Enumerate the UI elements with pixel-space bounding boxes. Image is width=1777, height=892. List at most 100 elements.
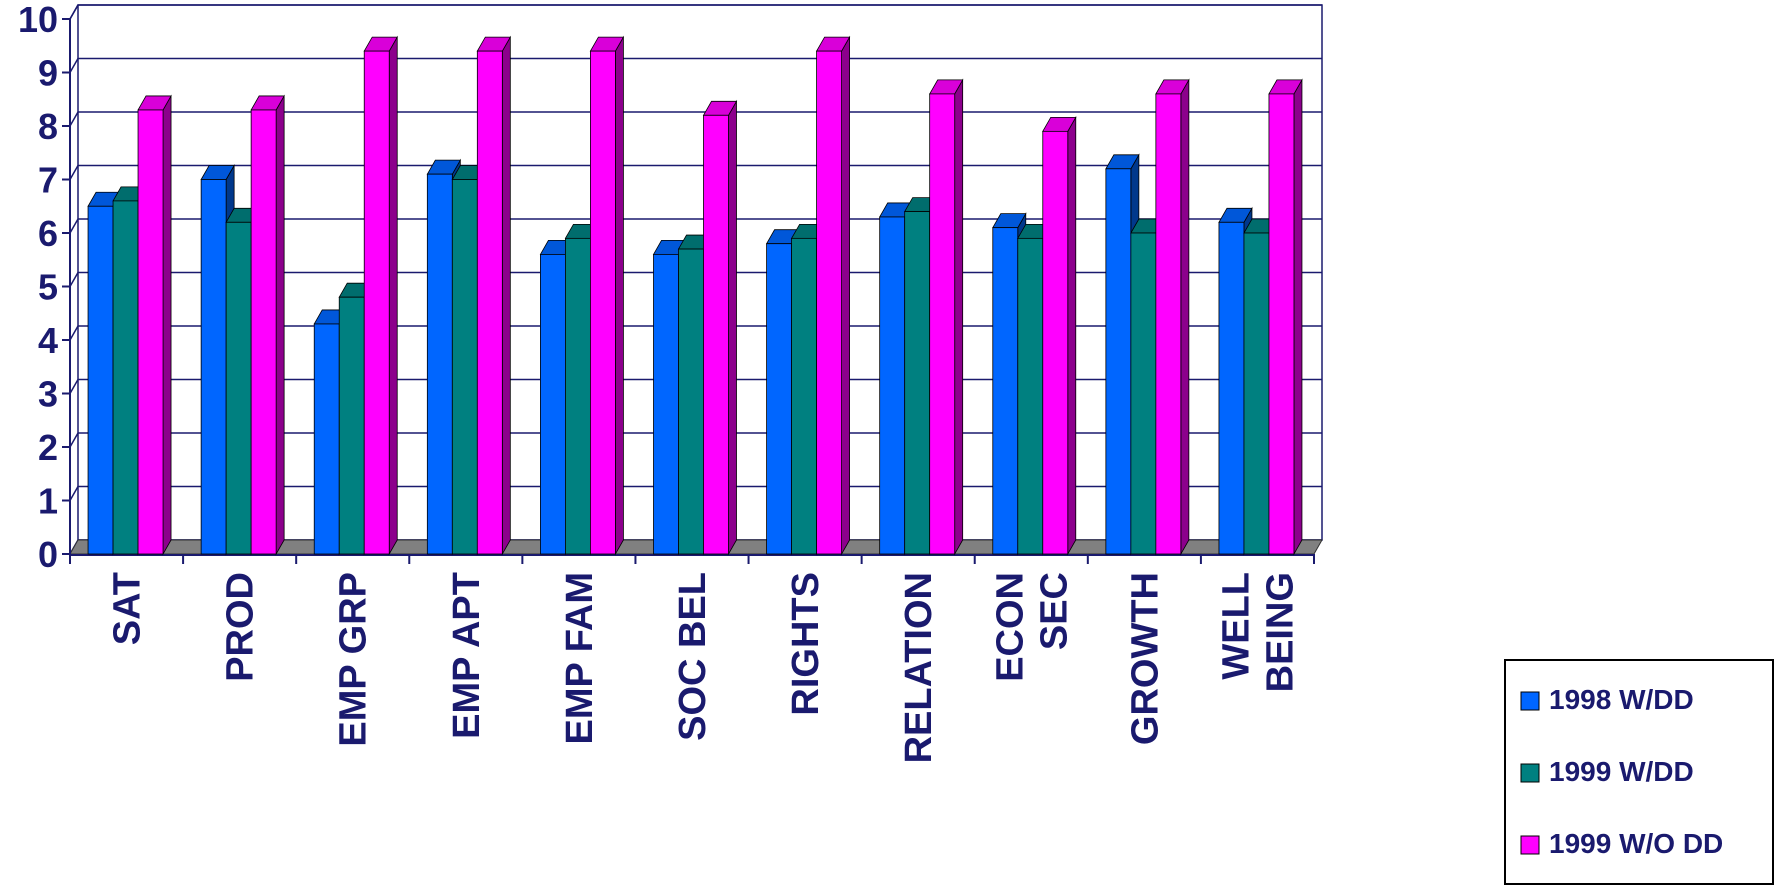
bar-side	[728, 99, 737, 556]
x-tick-label-line: ECON	[989, 572, 1031, 682]
bar-front	[703, 114, 729, 555]
bar-side	[615, 35, 624, 556]
x-tick-label: PROD	[220, 572, 262, 682]
bar	[476, 35, 512, 556]
bar-front	[363, 50, 390, 555]
bar-side	[954, 78, 964, 556]
x-tick-label-line: EMP FAM	[559, 572, 601, 744]
bar-front	[565, 237, 591, 555]
gridline-side	[69, 58, 79, 73]
bar-front	[879, 216, 906, 555]
y-tick-label: 10	[18, 0, 58, 40]
gridline-side	[69, 486, 79, 501]
x-tick-label: EMP GRP	[333, 572, 375, 747]
bar-front	[590, 50, 616, 555]
legend-swatch	[1520, 691, 1540, 711]
bars	[87, 35, 1303, 556]
bar	[1155, 78, 1190, 556]
bar-front	[1243, 232, 1270, 555]
x-tick-label-line: RELATION	[898, 572, 940, 763]
bar-front	[451, 179, 478, 555]
y-tick-label: 1	[38, 481, 58, 522]
bar-side	[1180, 78, 1190, 556]
bar-front	[816, 50, 842, 555]
x-tick-label-line: SAT	[107, 572, 149, 645]
bar-front	[87, 205, 114, 555]
bar-front	[929, 93, 956, 555]
bar-front	[200, 179, 227, 555]
bar-front	[766, 243, 792, 555]
x-tick-label-line: PROD	[220, 572, 262, 682]
bar-side	[275, 94, 285, 556]
y-tick-label: 0	[38, 534, 58, 575]
legend-label: 1999 W/O DD	[1549, 828, 1723, 859]
y-tick-label: 6	[38, 213, 58, 254]
bar	[363, 35, 398, 556]
x-tick-label-line: RIGHTS	[785, 572, 827, 716]
legend-label: 1998 W/DD	[1549, 684, 1694, 715]
bar-side	[162, 94, 172, 556]
bar-front	[313, 323, 340, 555]
x-tick-label: GROWTH	[1124, 572, 1166, 745]
x-tick-label: SOC BEL	[672, 572, 714, 741]
y-tick-label: 2	[38, 427, 58, 468]
bar-front	[426, 173, 453, 555]
x-tick-label: RELATION	[898, 572, 940, 763]
x-tick-label-line: EMP GRP	[333, 572, 375, 747]
y-axis: 0 1 2 3 4 5 6 7 8 9 10	[18, 0, 70, 575]
bar-front	[653, 253, 679, 555]
bar-front	[225, 221, 252, 555]
gridline-side	[69, 111, 79, 127]
gridline-side	[69, 379, 79, 394]
y-tick-label: 3	[38, 374, 58, 415]
legend-label: 1999 W/DD	[1549, 756, 1694, 787]
bar-side	[388, 35, 398, 556]
legend-box	[1504, 659, 1774, 885]
gridline-side	[69, 272, 79, 287]
x-tick-label-line: GROWTH	[1124, 572, 1166, 745]
x-tick-label: EMP FAM	[559, 572, 601, 744]
y-tick-label: 5	[38, 267, 58, 308]
x-tick-label: WELLBEING	[1215, 572, 1301, 692]
gridline-side	[69, 165, 79, 180]
x-tick-label: EMP APT	[446, 572, 488, 739]
x-tick-label-line: WELL	[1215, 572, 1257, 680]
bar-front	[476, 50, 503, 555]
bar-front	[1105, 168, 1132, 555]
bar	[1017, 222, 1052, 556]
bar-front	[137, 109, 164, 555]
x-tick-label: SAT	[107, 572, 149, 645]
bar	[137, 94, 172, 556]
gridline-side	[69, 218, 79, 234]
bar-front	[791, 237, 817, 555]
bar-side	[501, 35, 511, 556]
y-tick-label: 9	[38, 53, 58, 94]
y-tick-label: 7	[38, 160, 58, 201]
bar	[589, 35, 625, 556]
x-tick-label-line: EMP APT	[446, 572, 488, 739]
gridline-side	[69, 325, 79, 341]
x-tick-label: RIGHTS	[785, 572, 827, 716]
x-tick-label-line: BEING	[1259, 572, 1301, 692]
bar	[250, 94, 285, 556]
bar-front	[1268, 93, 1295, 555]
y-axis-top-edge	[69, 4, 79, 20]
bar-front	[338, 296, 365, 555]
legend: 1998 W/DD 1999 W/DD 1999 W/O DD	[1504, 659, 1774, 885]
gridline-side	[69, 432, 79, 448]
bar	[1268, 78, 1303, 556]
bar	[1042, 115, 1077, 556]
bar-front	[904, 211, 931, 555]
legend-swatch	[1520, 763, 1540, 783]
bar-front	[1042, 130, 1069, 555]
bar-front	[1155, 93, 1182, 555]
x-tick-label-line: SEC	[1033, 572, 1075, 650]
bar	[702, 99, 738, 556]
bar-front	[678, 248, 704, 555]
bar	[928, 78, 964, 556]
bar-front	[1218, 221, 1245, 555]
x-tick-label: ECONSEC	[989, 572, 1075, 682]
bar-front	[1017, 237, 1044, 555]
